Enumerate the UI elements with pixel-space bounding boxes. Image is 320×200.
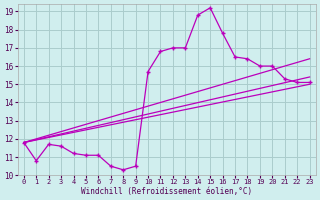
X-axis label: Windchill (Refroidissement éolien,°C): Windchill (Refroidissement éolien,°C) bbox=[81, 187, 252, 196]
